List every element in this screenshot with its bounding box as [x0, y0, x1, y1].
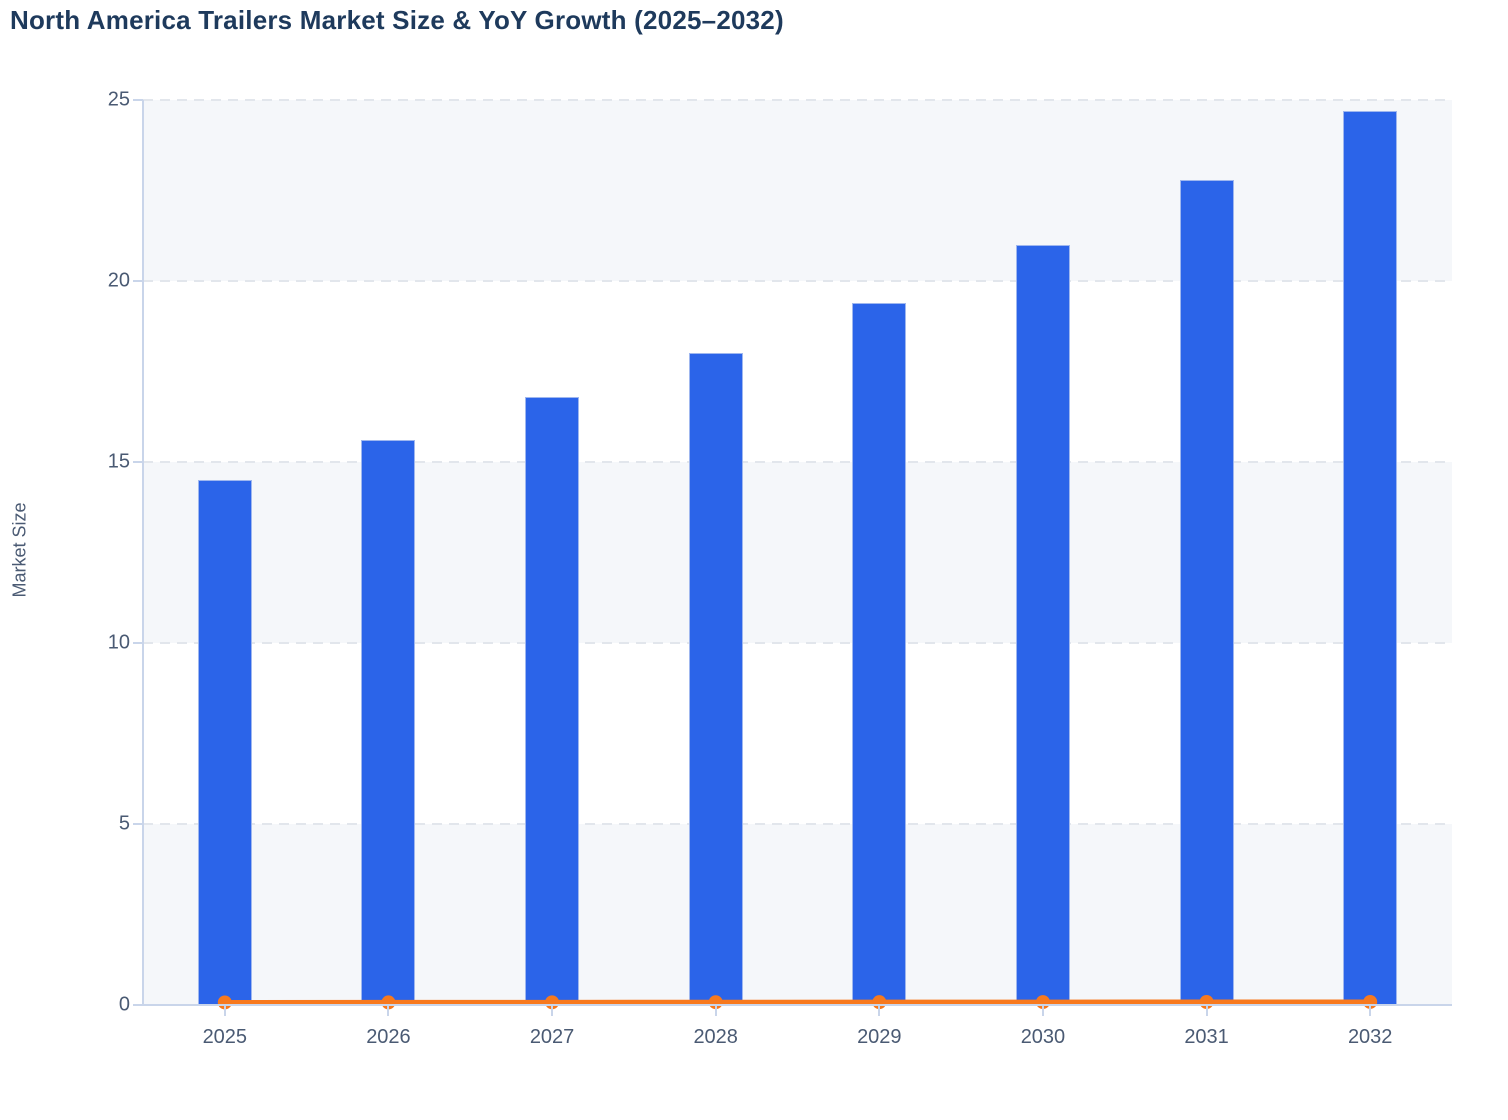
x-tick-label-2032: 2032 — [1347, 1026, 1393, 1048]
y-tick-label-10: 10 — [107, 631, 130, 654]
y-tick-mark-10 — [133, 642, 143, 644]
bar-2031 — [1179, 179, 1234, 1005]
plot-band — [143, 100, 1452, 281]
y-tick-mark-5 — [133, 823, 143, 825]
x-tick-label-2028: 2028 — [693, 1026, 738, 1048]
gridline-20 — [143, 280, 1452, 282]
y-axis-title: Market Size — [9, 502, 30, 598]
chart-title: North America Trailers Market Size & YoY… — [10, 5, 784, 35]
y-tick-label-0: 0 — [118, 993, 130, 1016]
x-tick-label-2026: 2026 — [366, 1026, 411, 1048]
y-tick-mark-25 — [133, 99, 143, 101]
bar-2032 — [1343, 110, 1398, 1005]
y-tick-label-5: 5 — [118, 812, 130, 835]
x-tick-label-2031: 2031 — [1184, 1026, 1229, 1048]
y-tick-label-20: 20 — [107, 269, 130, 292]
x-tick-label-2027: 2027 — [529, 1026, 575, 1048]
plot-band — [143, 824, 1452, 1005]
bar-2028 — [688, 353, 743, 1005]
y-axis-line — [142, 100, 144, 1005]
x-tick-label-2030: 2030 — [1020, 1026, 1066, 1048]
plot-band — [143, 462, 1452, 643]
y-tick-label-15: 15 — [107, 450, 130, 473]
gridline-25 — [143, 99, 1452, 101]
gridline-15 — [143, 461, 1452, 463]
x-tick-mark-2032 — [1369, 1006, 1372, 1016]
bar-2025 — [197, 480, 252, 1005]
bar-2027 — [525, 396, 580, 1005]
x-axis-line — [134, 1004, 1452, 1006]
x-tick-mark-2026 — [387, 1006, 390, 1016]
x-tick-mark-2029 — [878, 1006, 881, 1016]
x-tick-mark-2031 — [1205, 1006, 1208, 1016]
x-tick-label-2029: 2029 — [857, 1026, 902, 1048]
y-tick-mark-20 — [133, 280, 143, 282]
yoy-growth-path — [224, 999, 1371, 1005]
x-tick-label-2025: 2025 — [202, 1026, 248, 1048]
y-tick-mark-0 — [133, 1004, 143, 1006]
plot-area — [143, 99, 1452, 1010]
x-tick-mark-2025 — [223, 1006, 226, 1016]
x-tick-mark-2030 — [1041, 1006, 1044, 1016]
bar-2026 — [361, 440, 416, 1005]
y-tick-label-25: 25 — [107, 88, 130, 111]
bar-2029 — [852, 302, 907, 1005]
yoy-growth-line — [217, 994, 1378, 1010]
gridline-5 — [143, 823, 1452, 825]
x-tick-mark-2028 — [714, 1006, 717, 1016]
bar-2030 — [1015, 244, 1070, 1005]
gridline-10 — [143, 642, 1452, 644]
y-tick-mark-15 — [133, 461, 143, 463]
x-tick-mark-2027 — [551, 1006, 554, 1016]
